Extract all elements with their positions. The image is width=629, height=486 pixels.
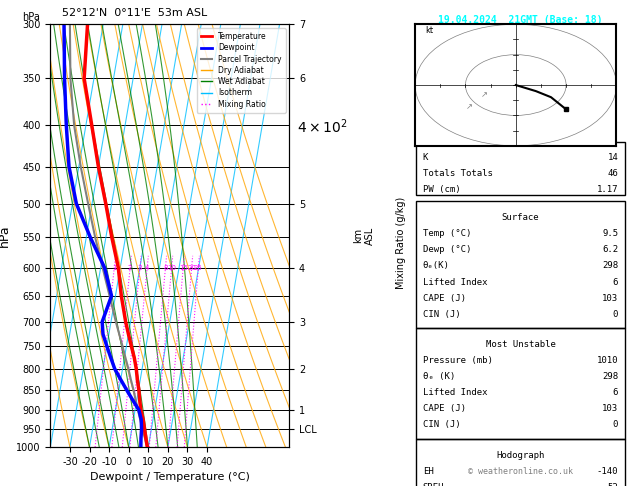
Text: Hodograph: Hodograph	[496, 451, 545, 460]
Text: CIN (J): CIN (J)	[423, 420, 460, 430]
Text: hPa: hPa	[21, 12, 40, 22]
Text: Totals Totals: Totals Totals	[423, 169, 493, 178]
Text: 52: 52	[608, 483, 618, 486]
Text: CAPE (J): CAPE (J)	[423, 404, 466, 414]
Text: 10: 10	[167, 265, 176, 271]
Text: Pressure (mb): Pressure (mb)	[423, 356, 493, 365]
Text: 15: 15	[179, 265, 187, 271]
Text: 46: 46	[608, 169, 618, 178]
Text: EH: EH	[423, 467, 433, 476]
Text: SREH: SREH	[423, 483, 444, 486]
Text: Surface: Surface	[502, 213, 539, 223]
Text: 0: 0	[613, 310, 618, 319]
Text: 103: 103	[602, 404, 618, 414]
Text: Temp (°C): Temp (°C)	[423, 229, 471, 239]
Text: 1010: 1010	[597, 356, 618, 365]
Text: 0: 0	[613, 420, 618, 430]
Text: CAPE (J): CAPE (J)	[423, 294, 466, 303]
Text: 6.2: 6.2	[602, 245, 618, 255]
Text: Lifted Index: Lifted Index	[423, 278, 487, 287]
Text: 298: 298	[602, 261, 618, 271]
Text: 6: 6	[613, 388, 618, 398]
Text: Most Unstable: Most Unstable	[486, 340, 555, 349]
Text: K: K	[423, 153, 428, 162]
Y-axis label: hPa: hPa	[0, 225, 11, 247]
Y-axis label: km
ASL: km ASL	[353, 226, 375, 245]
Text: θₑ(K): θₑ(K)	[423, 261, 450, 271]
Text: θₑ (K): θₑ (K)	[423, 372, 455, 382]
Text: 1.17: 1.17	[597, 185, 618, 194]
Text: 2: 2	[128, 265, 132, 271]
Text: Mixing Ratio (g/kg): Mixing Ratio (g/kg)	[396, 197, 406, 289]
Text: 6: 6	[613, 278, 618, 287]
Text: -140: -140	[597, 467, 618, 476]
Text: Dewp (°C): Dewp (°C)	[423, 245, 471, 255]
Text: 3: 3	[138, 265, 142, 271]
Text: 14: 14	[608, 153, 618, 162]
Legend: Temperature, Dewpoint, Parcel Trajectory, Dry Adiabat, Wet Adiabat, Isotherm, Mi: Temperature, Dewpoint, Parcel Trajectory…	[197, 28, 286, 112]
Text: 52°12'N  0°11'E  53m ASL: 52°12'N 0°11'E 53m ASL	[62, 8, 208, 18]
Text: ↗: ↗	[481, 90, 487, 99]
Text: 103: 103	[602, 294, 618, 303]
X-axis label: Dewpoint / Temperature (°C): Dewpoint / Temperature (°C)	[90, 472, 250, 483]
Text: 298: 298	[602, 372, 618, 382]
Text: CIN (J): CIN (J)	[423, 310, 460, 319]
Text: Lifted Index: Lifted Index	[423, 388, 487, 398]
Text: © weatheronline.co.uk: © weatheronline.co.uk	[468, 467, 573, 476]
Text: ↗: ↗	[465, 103, 472, 111]
Text: 9.5: 9.5	[602, 229, 618, 239]
Text: kt: kt	[425, 26, 433, 35]
Text: 1: 1	[112, 265, 116, 271]
Text: 8: 8	[163, 265, 168, 271]
Text: 19.04.2024  21GMT (Base: 18): 19.04.2024 21GMT (Base: 18)	[438, 15, 603, 25]
Text: 4: 4	[145, 265, 149, 271]
Text: 20: 20	[187, 265, 196, 271]
Text: PW (cm): PW (cm)	[423, 185, 460, 194]
Text: 25: 25	[194, 265, 203, 271]
